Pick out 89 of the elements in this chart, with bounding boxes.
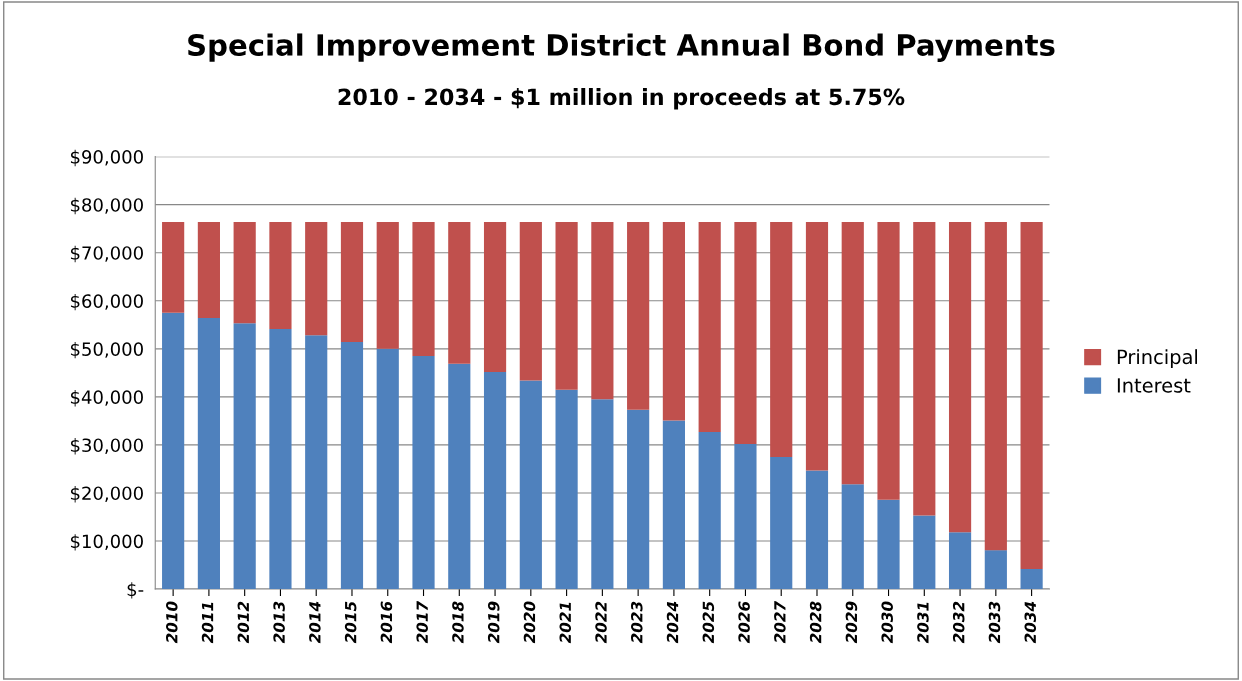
x-tick-label: 2012 <box>237 601 250 644</box>
bar <box>913 221 936 516</box>
bar <box>627 221 650 410</box>
bar <box>376 348 399 590</box>
bar <box>1020 568 1043 590</box>
bar <box>162 312 185 590</box>
x-tick-label: 2034 <box>1024 601 1037 644</box>
x-tick-label: 2024 <box>666 601 679 644</box>
x-tick-label: 2013 <box>273 601 285 644</box>
bar <box>877 221 900 500</box>
x-tick-label: 2021 <box>559 602 572 644</box>
bar <box>1020 221 1043 569</box>
y-tick-label: $10,000 <box>70 534 143 551</box>
bar <box>555 389 578 590</box>
x-tick-label: 2023 <box>631 601 643 644</box>
x-tick-label: 2022 <box>595 601 607 644</box>
bar <box>877 499 900 590</box>
bar <box>269 329 292 590</box>
bar <box>519 380 542 590</box>
bar <box>984 221 1007 551</box>
bar <box>162 221 185 313</box>
y-tick-label: $70,000 <box>70 245 143 263</box>
bar <box>770 221 793 457</box>
x-tick-label: 2025 <box>702 601 715 644</box>
x-tick-label: 2027 <box>774 600 786 644</box>
bar <box>448 363 471 590</box>
legend-label: Principal <box>1117 349 1198 368</box>
y-tick-label: $80,000 <box>70 197 143 215</box>
bar <box>662 221 685 421</box>
bar <box>805 221 829 471</box>
x-tick-label: 2029 <box>845 601 858 644</box>
bar <box>841 221 864 485</box>
bar <box>984 550 1007 590</box>
bar <box>519 221 542 381</box>
bar <box>340 221 364 343</box>
bar <box>305 221 328 336</box>
y-tick-label: $30,000 <box>70 438 143 455</box>
bar <box>269 221 292 330</box>
x-tick-label: 2032 <box>952 601 965 644</box>
bar <box>233 323 256 590</box>
bar <box>913 515 936 590</box>
x-tick-label: 2010 <box>166 601 178 644</box>
x-tick-label: 2017 <box>416 600 428 644</box>
bar <box>734 443 757 590</box>
x-tick-label: 2026 <box>738 601 750 644</box>
y-tick-label: $90,000 <box>70 149 143 167</box>
bar <box>770 456 793 590</box>
x-tick-label: 2033 <box>988 601 1001 644</box>
bar <box>841 484 864 590</box>
y-tick-label: $50,000 <box>70 341 143 359</box>
bar <box>948 221 972 533</box>
bar <box>662 420 685 590</box>
x-tick-label: 2020 <box>523 601 536 644</box>
x-tick-label: 2019 <box>487 601 500 644</box>
bar <box>698 221 721 432</box>
y-tick-label: $20,000 <box>70 486 143 503</box>
bar <box>412 221 435 357</box>
bar <box>591 221 614 400</box>
bar <box>197 221 220 319</box>
bar <box>340 342 364 590</box>
x-tick-label: 2018 <box>452 601 464 644</box>
bar <box>805 470 829 590</box>
bar <box>412 356 435 590</box>
bar <box>734 221 757 444</box>
bar <box>591 399 614 590</box>
y-tick-label: $40,000 <box>70 390 143 407</box>
bar <box>448 221 471 364</box>
bar <box>483 371 507 590</box>
x-tick-label: 2011 <box>201 602 214 644</box>
y-tick-label: $- <box>127 582 144 599</box>
bar <box>305 335 328 590</box>
x-tick-label: 2028 <box>809 601 822 644</box>
x-tick-label: 2015 <box>344 601 357 644</box>
bar <box>627 409 650 590</box>
y-tick-label: $60,000 <box>70 293 143 311</box>
bar <box>483 221 507 372</box>
bar <box>698 431 721 590</box>
x-tick-label: 2030 <box>881 601 893 644</box>
bar <box>197 318 220 590</box>
chart-subtitle: 2010 - 2034 - $1 million in proceeds at 5.75% <box>338 87 905 110</box>
x-tick-label: 2016 <box>380 601 393 644</box>
x-tick-label: 2031 <box>917 602 929 644</box>
legend-label: Interest <box>1117 378 1191 393</box>
bar <box>233 221 256 324</box>
bar <box>555 221 578 390</box>
chart-title: Special Improvement District Annual Bond Payments <box>188 33 1055 62</box>
x-tick-label: 2014 <box>309 601 321 644</box>
bar <box>948 532 972 590</box>
bar <box>376 221 399 349</box>
